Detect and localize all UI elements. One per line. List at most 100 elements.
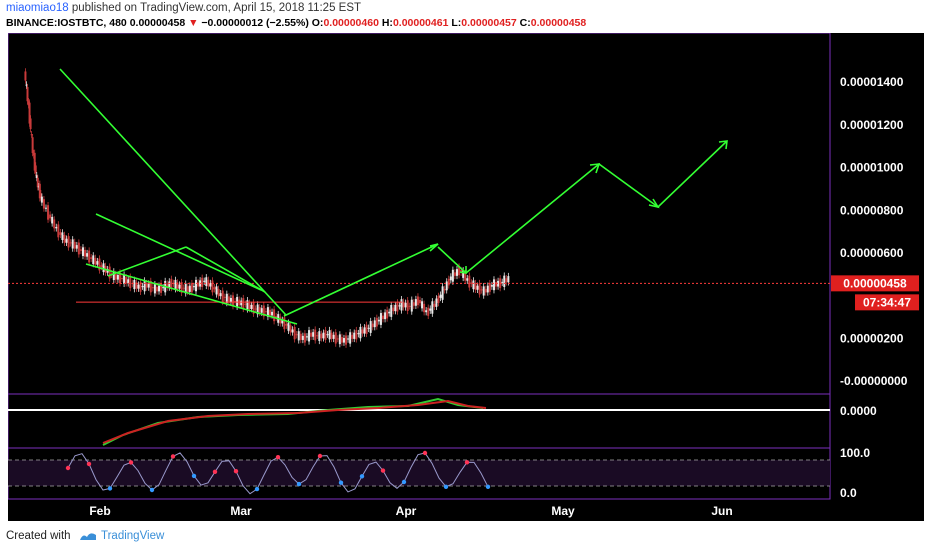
candle-body (127, 279, 130, 284)
candle-body (229, 297, 232, 303)
candle-body (166, 283, 169, 288)
candle-body (402, 301, 405, 308)
candle-body (488, 283, 491, 292)
candle-body (466, 278, 469, 281)
candle-body (36, 177, 39, 188)
price-tick-label: -0.00000000 (840, 374, 908, 388)
candle-body (273, 309, 276, 322)
candle-body (69, 242, 72, 244)
candle-body (314, 329, 317, 341)
candle-body (310, 332, 313, 337)
low-value: 0.00000457 (461, 17, 517, 29)
candle-body (256, 304, 259, 315)
candle-body (328, 330, 331, 340)
candle-body (492, 279, 495, 291)
candle-body (291, 329, 294, 333)
countdown-tag (855, 294, 919, 311)
price-axis[interactable]: 0.00001400 0.00001200 0.00001000 0.00000800… (840, 75, 908, 388)
candle-body (384, 312, 387, 320)
arrow-head-1 (429, 243, 439, 252)
candle-body (176, 282, 179, 289)
candle-body (139, 282, 142, 292)
candle-body (334, 332, 337, 344)
candle-body (135, 282, 138, 289)
projection-path (465, 140, 728, 274)
macd-pane: 0.0000 (8, 397, 877, 446)
candle-body (345, 335, 348, 345)
candle-body (308, 330, 311, 342)
candle-body (271, 311, 274, 316)
rsi-dot (338, 480, 344, 485)
arrow-head-2 (459, 266, 467, 274)
candle-body (217, 288, 220, 297)
chart-area[interactable]: 0.00001400 0.00001200 0.00001000 0.00000800… (7, 32, 924, 521)
chart-canvas[interactable]: 0.00001400 0.00001200 0.00001000 0.00000800… (7, 32, 924, 521)
candle-body (332, 334, 335, 339)
candle-body (419, 300, 421, 304)
candle-body (285, 324, 288, 326)
candle-body (338, 334, 341, 345)
candle-body (507, 276, 510, 283)
candle-body (25, 84, 28, 86)
current-price-tag (831, 275, 919, 292)
candle-body (497, 280, 500, 287)
candle-body (84, 249, 87, 257)
candle-body (449, 276, 452, 281)
symbol-label: BINANCE:IOSTBTC, 480 (6, 17, 127, 29)
candle-body (121, 278, 124, 280)
candle-body (400, 299, 403, 311)
candle-body (38, 183, 41, 199)
candle-body (404, 302, 407, 308)
candle-body (86, 253, 89, 257)
candle-body (244, 303, 247, 305)
candle-body (482, 286, 485, 296)
candle-body (299, 333, 302, 340)
publish-info: miaomiao18 published on TradingView.com,… (6, 2, 361, 14)
down-arrow-icon: ▼ (188, 17, 199, 29)
candle-body (324, 330, 327, 340)
candle-body (262, 305, 265, 317)
open-label: O: (311, 17, 324, 29)
time-axis[interactable]: Feb Mar Apr May Jun (89, 504, 732, 518)
candle-body (75, 245, 78, 249)
trendline-drawings (59, 68, 728, 325)
candle-body (330, 332, 333, 339)
candle-body (180, 282, 183, 293)
candle-body (254, 308, 257, 310)
candle-body (472, 280, 475, 290)
candle-body (486, 285, 489, 293)
candle-body (211, 280, 214, 293)
wedge-left-line (107, 246, 187, 277)
candle-body (297, 331, 300, 341)
candle-body (32, 153, 35, 156)
low-label: L: (451, 17, 462, 29)
candle-body (248, 302, 251, 309)
author-link[interactable]: miaomiao18 (6, 2, 69, 14)
rsi-dots (65, 450, 491, 493)
candle-body (30, 134, 33, 136)
open-value: 0.00000460 (323, 17, 379, 29)
close-value: 0.00000458 (530, 17, 587, 29)
rsi-dot (296, 481, 302, 487)
ohlc-line: BINANCE:IOSTBTC, 480 0.00000458 ▼ −0.000… (6, 17, 586, 29)
candle-body (55, 226, 58, 229)
candle-body (112, 271, 115, 281)
price-tick-label: 0.00001000 (840, 161, 904, 175)
channel-upper-line (283, 243, 439, 317)
candle-body (392, 307, 395, 312)
rsi-top-label: 100.0 (840, 446, 870, 460)
candle-body (443, 288, 446, 291)
candle-body (108, 266, 111, 279)
candle-body (147, 283, 150, 288)
candle-body (67, 236, 70, 248)
price-tick-label: 0.00000200 (840, 331, 904, 345)
candle-body (427, 307, 430, 316)
tradingview-brand[interactable]: TradingView (101, 530, 165, 542)
candle-body (490, 285, 493, 287)
candle-body (501, 281, 504, 283)
candle-body (61, 232, 64, 240)
candle-body (133, 279, 136, 290)
candle-body (336, 338, 339, 340)
arrow-head-5 (718, 140, 728, 150)
candle-body (125, 277, 128, 284)
